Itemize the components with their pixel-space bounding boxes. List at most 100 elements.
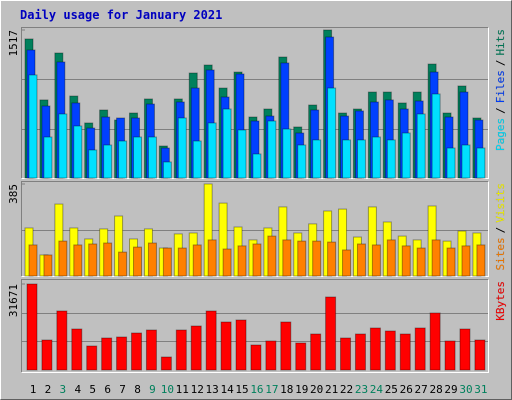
bar xyxy=(147,136,157,179)
bar xyxy=(222,248,232,277)
x-tick-label: 9 xyxy=(149,383,156,396)
x-tick-label: 16 xyxy=(250,383,263,396)
bar xyxy=(116,336,128,371)
bar xyxy=(192,140,202,179)
bar xyxy=(41,339,53,371)
bar xyxy=(118,140,128,179)
bar xyxy=(205,310,217,371)
bar xyxy=(177,247,187,277)
bar xyxy=(446,247,456,277)
bar xyxy=(207,122,217,179)
bar xyxy=(133,136,143,179)
x-tick-label: 8 xyxy=(134,383,141,396)
x-tick-label: 15 xyxy=(235,383,248,396)
panel-border-dark xyxy=(21,279,489,373)
chart-title: Daily usage for January 2021 xyxy=(20,8,222,22)
bar xyxy=(175,329,187,371)
x-tick-label: 21 xyxy=(325,383,338,396)
legend-separator: / xyxy=(494,227,507,234)
bar xyxy=(386,239,396,277)
bar xyxy=(354,333,366,371)
legend: Pages / Files / Hits xyxy=(494,29,507,151)
bar xyxy=(28,74,38,179)
bar xyxy=(429,312,441,371)
bar xyxy=(71,328,83,371)
bar xyxy=(384,330,396,371)
x-tick-label: 5 xyxy=(89,383,96,396)
bar xyxy=(310,333,322,371)
bar xyxy=(162,247,172,277)
legend: Sites / Visits xyxy=(494,183,507,271)
bar xyxy=(28,244,38,277)
panel-border-dark xyxy=(21,27,489,179)
x-tick-label: 24 xyxy=(370,383,384,396)
bar xyxy=(267,235,277,277)
x-tick-label: 29 xyxy=(444,383,457,396)
bar xyxy=(327,87,337,179)
bar xyxy=(267,120,277,179)
panel-border-dark xyxy=(21,181,489,277)
bar xyxy=(43,254,53,277)
legend-entry: KBytes xyxy=(494,281,507,321)
x-tick-label: 27 xyxy=(415,383,428,396)
x-tick-label: 3 xyxy=(60,383,67,396)
bar xyxy=(401,245,411,277)
bar xyxy=(58,113,68,179)
bar xyxy=(386,139,396,179)
x-tick-label: 6 xyxy=(104,383,111,396)
bar xyxy=(131,332,143,371)
legend-entry: Hits xyxy=(494,29,507,56)
bar xyxy=(222,108,232,179)
bar xyxy=(446,147,456,179)
bar xyxy=(252,153,262,179)
x-tick-label: 7 xyxy=(119,383,126,396)
legend-separator: / xyxy=(494,107,507,114)
x-tick-label: 4 xyxy=(74,383,81,396)
bar xyxy=(207,239,217,277)
bar xyxy=(252,243,262,277)
x-tick-label: 10 xyxy=(161,383,174,396)
bar xyxy=(356,243,366,277)
panel-border-light xyxy=(21,27,489,179)
legend-entry: Pages xyxy=(494,118,507,151)
bar xyxy=(461,144,471,179)
bar xyxy=(192,244,202,277)
bar xyxy=(474,339,486,371)
bar xyxy=(327,241,337,277)
bar xyxy=(160,356,172,371)
x-tick-label: 18 xyxy=(280,383,293,396)
bar xyxy=(103,144,113,179)
bar xyxy=(342,249,352,277)
bar xyxy=(414,327,426,371)
bar xyxy=(312,240,322,277)
x-tick-label: 23 xyxy=(355,383,368,396)
x-tick-label: 17 xyxy=(265,383,278,396)
panel-border-light xyxy=(21,181,489,277)
bar xyxy=(312,139,322,179)
bar xyxy=(56,310,68,371)
x-tick-label: 2 xyxy=(45,383,52,396)
bar xyxy=(399,333,411,371)
bar xyxy=(340,337,352,371)
x-tick-label: 28 xyxy=(429,383,442,396)
bar xyxy=(43,136,53,179)
bar xyxy=(133,246,143,277)
bar xyxy=(342,139,352,179)
x-tick-label: 1 xyxy=(30,383,37,396)
bar xyxy=(73,125,83,179)
bar xyxy=(297,240,307,277)
bar xyxy=(295,342,307,371)
bar xyxy=(235,319,247,371)
x-tick-label: 13 xyxy=(206,383,219,396)
bar xyxy=(103,242,113,277)
bar xyxy=(371,136,381,179)
x-tick-label: 20 xyxy=(310,383,323,396)
bar xyxy=(431,93,441,179)
bar xyxy=(26,283,38,371)
bar xyxy=(325,296,337,371)
bar xyxy=(369,327,381,371)
legend-separator: / xyxy=(494,60,507,67)
bar xyxy=(162,161,172,179)
bar xyxy=(177,117,187,179)
